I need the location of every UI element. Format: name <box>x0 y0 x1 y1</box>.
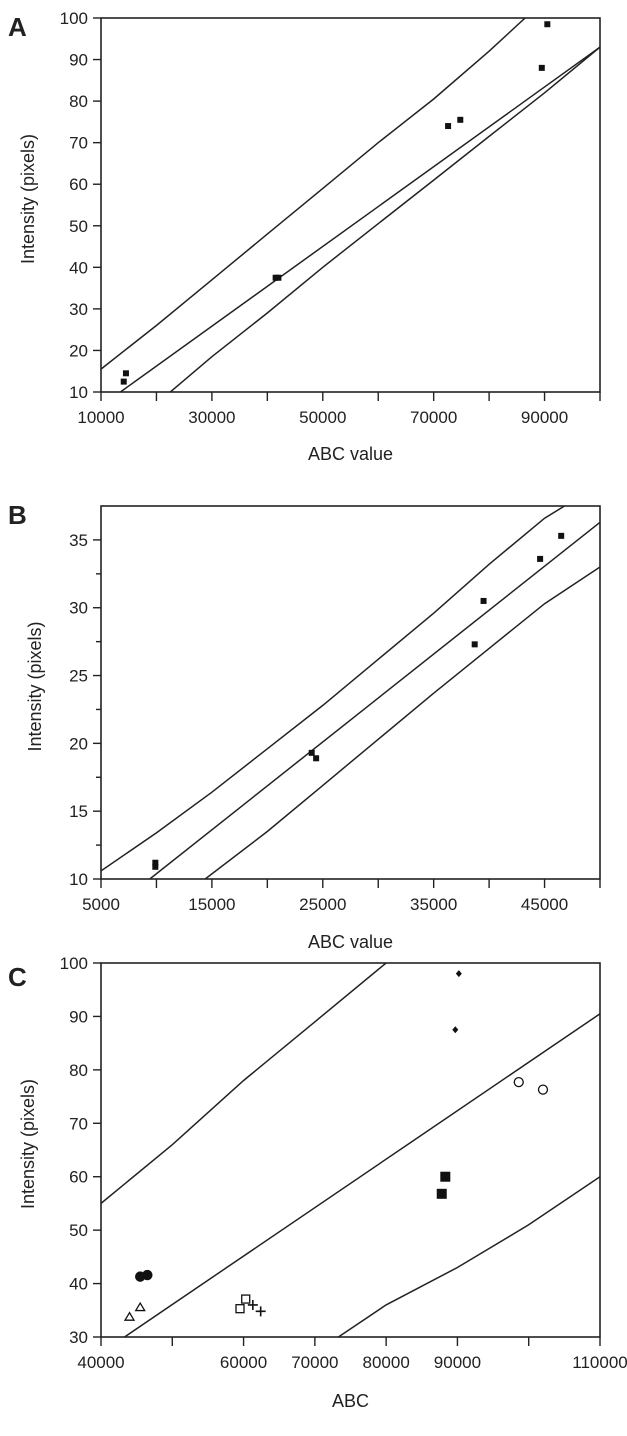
data-point <box>558 532 565 539</box>
data-point <box>142 1269 153 1281</box>
plot-frame <box>100 505 601 880</box>
y-axis-label: Intensity (pixels) <box>25 621 45 751</box>
data-point <box>544 21 551 28</box>
y-tick-label: 15 <box>69 802 88 821</box>
data-point <box>452 1026 459 1034</box>
data-point <box>538 64 545 71</box>
y-axis-label: Intensity (pixels) <box>18 1079 38 1209</box>
plot-frame <box>100 962 601 1338</box>
chart-panel-b: B 10 15 20 25 30 35 5000 15000 25000 35000 45000 ABC… <box>8 500 601 952</box>
y-tick-label: 30 <box>69 300 88 319</box>
x-tick-label: 60000 <box>220 1353 267 1372</box>
y-tick-label: 100 <box>60 954 88 973</box>
y-tick-label: 90 <box>69 1007 88 1026</box>
data-point <box>241 1294 251 1304</box>
y-tick-label: 60 <box>69 175 88 194</box>
band-line-lower <box>169 46 600 392</box>
data-point <box>123 1311 136 1321</box>
x-tick-label: 40000 <box>77 1353 124 1372</box>
y-tick-label: 70 <box>69 1114 88 1133</box>
x-tick-label: 45000 <box>521 895 568 914</box>
data-point <box>120 378 127 385</box>
x-tick-label: 70000 <box>410 408 457 427</box>
chart-panel-a: A 10 20 30 40 50 60 70 80 90 100 10000 30000 50000 700… <box>8 9 601 464</box>
data-point <box>134 1301 146 1312</box>
x-axis-label: ABC value <box>308 932 393 952</box>
y-tick-label: 35 <box>69 531 88 550</box>
panel-label: B <box>8 500 27 530</box>
band-line-lower <box>337 1176 600 1337</box>
x-tick-label: 30000 <box>188 408 235 427</box>
data-point <box>436 1188 447 1199</box>
x-tick-label: 70000 <box>291 1353 338 1372</box>
x-tick-label: 35000 <box>410 895 457 914</box>
data-point <box>247 1299 258 1310</box>
data-point <box>513 1076 524 1088</box>
y-tick-label: 20 <box>69 734 88 753</box>
y-tick-label: 100 <box>60 9 88 28</box>
data-point <box>455 970 462 978</box>
x-tick-label: 50000 <box>299 408 346 427</box>
data-point <box>275 274 282 281</box>
y-tick-label: 90 <box>69 51 88 70</box>
y-tick-label: 60 <box>69 1168 88 1187</box>
chart-panel-c: C 30 40 50 60 70 80 90 100 40000 60000 70000 80000 90… <box>8 954 627 1411</box>
x-tick-label: 80000 <box>363 1353 410 1372</box>
x-tick-label: 90000 <box>521 408 568 427</box>
band-line-lower <box>204 566 600 879</box>
x-axis-label: ABC <box>332 1391 369 1411</box>
data-point <box>440 1171 451 1182</box>
x-tick-label: 90000 <box>434 1353 481 1372</box>
data-point <box>308 749 315 756</box>
y-tick-label: 70 <box>69 134 88 153</box>
band-line-center <box>124 1013 600 1337</box>
data-point <box>152 863 159 870</box>
panel-label: A <box>8 12 27 42</box>
x-tick-label: 10000 <box>77 408 124 427</box>
band-line-upper <box>101 963 387 1204</box>
y-tick-label: 40 <box>69 1275 88 1294</box>
y-tick-label: 80 <box>69 92 88 111</box>
data-point <box>313 755 320 762</box>
data-point <box>122 370 129 377</box>
data-point <box>471 641 478 648</box>
data-point <box>480 597 487 604</box>
y-tick-label: 50 <box>69 1221 88 1240</box>
data-point <box>537 555 544 562</box>
data-point <box>255 1306 266 1317</box>
band-line-upper <box>101 506 565 872</box>
data-point <box>537 1084 549 1095</box>
y-tick-label: 50 <box>69 217 88 236</box>
data-point <box>152 859 159 866</box>
x-axis-label: ABC value <box>308 444 393 464</box>
x-tick-label: 110000 <box>572 1353 627 1372</box>
x-tick-label: 5000 <box>82 895 120 914</box>
band-line-center <box>119 46 600 392</box>
band-line-center <box>149 521 600 879</box>
y-tick-label: 10 <box>69 870 88 889</box>
band-line-upper <box>101 18 526 370</box>
x-tick-label: 15000 <box>188 895 235 914</box>
data-point <box>235 1304 245 1314</box>
y-tick-label: 20 <box>69 341 88 360</box>
y-tick-label: 40 <box>69 258 88 277</box>
data-point <box>457 116 464 123</box>
x-tick-label: 25000 <box>299 895 346 914</box>
y-axis-label: Intensity (pixels) <box>18 134 38 264</box>
panel-label: C <box>8 962 27 992</box>
data-point <box>445 123 452 130</box>
y-tick-label: 25 <box>69 667 88 686</box>
y-tick-label: 30 <box>69 1328 88 1347</box>
plot-frame <box>100 17 601 393</box>
y-tick-label: 80 <box>69 1061 88 1080</box>
y-tick-label: 10 <box>69 383 88 402</box>
y-tick-label: 30 <box>69 599 88 618</box>
